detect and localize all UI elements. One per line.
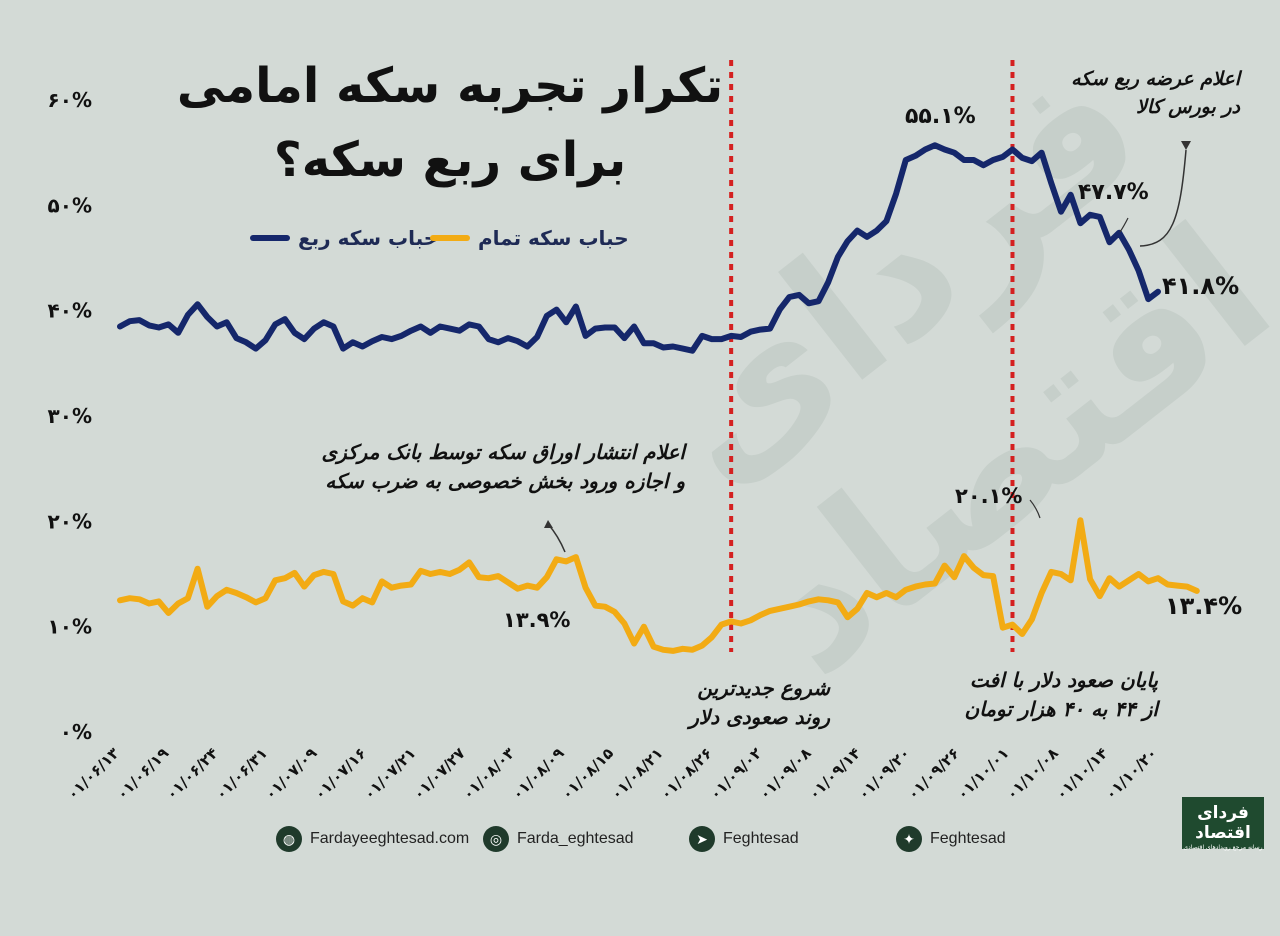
footer-twitter[interactable]: ✦ Feghtesad (896, 826, 1006, 852)
x-tick-label: ۰۱/۰۹/۱۴ (805, 744, 864, 803)
label-mid-tamam: ۱۳.۹% (503, 608, 571, 632)
label-peak-rob: ۵۵.۱% (905, 104, 976, 129)
y-tick-label: ۰% (60, 720, 92, 744)
x-tick-label: ۰۱/۰۶/۲۴ (162, 744, 221, 803)
y-tick-label: ۴۰% (48, 299, 92, 323)
pointer-peak-tamam (1029, 499, 1041, 519)
x-tick-label: ۰۱/۰۷/۲۱ (360, 744, 419, 803)
x-tick-label: ۰۱/۰۹/۲۰ (854, 744, 913, 803)
x-tick-label: ۰۱/۰۹/۲۶ (904, 744, 963, 803)
y-tick-label: ۲۰% (48, 509, 92, 533)
chart-title-line2: برای ربع سکه؟ (273, 132, 627, 188)
legend-rob-swatch (250, 235, 290, 241)
arrow-bourse-head (1181, 141, 1191, 150)
legend-tamam-swatch (430, 235, 470, 241)
arrow-bank-head (544, 520, 553, 528)
series-line-rob (117, 142, 1161, 354)
x-tick-label: ۰۱/۱۰/۰۱ (953, 744, 1012, 803)
logo-text: فردای اقتصاد (1195, 803, 1251, 844)
y-tick-label: ۱۰% (48, 615, 92, 639)
x-tick-label: ۰۱/۰۸/۲۶ (657, 744, 716, 803)
x-tick-label: ۰۱/۰۸/۰۹ (508, 744, 567, 803)
x-tick-label: ۰۱/۰۹/۰۸ (756, 744, 815, 803)
telegram-text: Feghtesad (723, 830, 799, 847)
x-tick-label: ۰۱/۰۹/۰۲ (706, 744, 765, 803)
x-tick-label: ۰۱/۰۷/۱۶ (311, 744, 370, 803)
label-peak-tamam: ۲۰.۱% (955, 484, 1023, 508)
x-tick-label: ۰۱/۰۶/۳۱ (212, 744, 271, 803)
twitter-icon: ✦ (896, 826, 922, 852)
label-end-rob: ۴۱.۸% (1162, 272, 1240, 300)
annotation-bourse: اعلام عرضه ربع سکه در بورس کالا (1071, 68, 1240, 118)
twitter-text: Feghtesad (930, 830, 1006, 847)
series-line-tamam (117, 517, 1200, 654)
instagram-icon: ◎ (483, 826, 509, 852)
y-tick-label: ۵۰% (48, 193, 92, 217)
x-tick-label: ۰۱/۰۶/۱۹ (113, 744, 172, 803)
footer-website[interactable]: ◍ Fardayeeghtesad.com (276, 826, 469, 852)
x-tick-label: ۰۱/۱۰/۱۴ (1052, 744, 1111, 803)
annotation-dollar-start: شروع جدیدترین روند صعودی دلار (689, 676, 830, 729)
chart-title: تکرار تجربه سکه امامی (176, 58, 724, 114)
label-mid-rob: ۴۷.۷% (1078, 180, 1149, 205)
arrow-bank (547, 523, 566, 553)
pointer-mid-rob (1119, 217, 1129, 233)
website-text: Fardayeeghtesad.com (310, 830, 470, 847)
x-tick-label: ۰۱/۰۸/۰۳ (459, 744, 518, 803)
legend-rob: حباب سکه ربع (250, 226, 438, 250)
x-tick-label: ۰۱/۰۸/۲۱ (607, 744, 666, 803)
chart-canvas: ۰%۱۰%۲۰%۳۰%۴۰%۵۰%۶۰%۰۱/۰۶/۱۳۰۱/۰۶/۱۹۰۱/۰… (48, 60, 1200, 803)
telegram-icon: ➤ (689, 826, 715, 852)
y-tick-label: ۶۰% (48, 88, 92, 112)
label-end-tamam: ۱۳.۴% (1165, 592, 1243, 620)
x-tick-label: ۰۱/۰۸/۱۵ (558, 744, 617, 803)
x-tick-label: ۰۱/۱۰/۲۰ (1102, 744, 1161, 803)
x-tick-label: ۰۱/۱۰/۰۸ (1003, 744, 1062, 803)
globe-icon: ◍ (276, 826, 302, 852)
legend-tamam: حباب سکه تمام (430, 226, 629, 250)
footer-telegram[interactable]: ➤ Feghtesad (689, 826, 799, 852)
brand-logo: فردای اقتصاد رسانه مرجع رویدادهای اقتصاد… (1182, 797, 1264, 851)
x-tick-label: ۰۱/۰۷/۰۹ (261, 744, 320, 803)
instagram-text: Farda_eghtesad (517, 830, 634, 847)
logo-subtext: رسانه مرجع رویدادهای اقتصادی (1183, 843, 1263, 851)
x-tick-label: ۰۱/۰۶/۱۳ (64, 744, 123, 803)
legend-rob-label: حباب سکه ربع (298, 226, 439, 250)
legend-tamam-label: حباب سکه تمام (478, 226, 629, 250)
y-tick-label: ۳۰% (48, 404, 92, 428)
annotation-dollar-end: پایان صعود دلار با افت از ۴۴ به ۴۰ هزار … (964, 668, 1159, 721)
annotation-bank: اعلام انتشار اوراق سکه توسط بانک مرکزی و… (321, 440, 685, 493)
x-tick-label: ۰۱/۰۷/۲۷ (410, 744, 469, 803)
arrow-bourse (1139, 149, 1187, 247)
footer-instagram[interactable]: ◎ Farda_eghtesad (483, 826, 634, 852)
